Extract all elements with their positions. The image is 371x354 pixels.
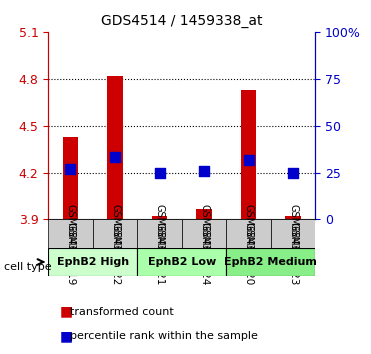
Text: GSM684322: GSM684322 — [110, 204, 120, 263]
Text: percentile rank within the sample: percentile rank within the sample — [70, 331, 258, 341]
Title: GDS4514 / 1459338_at: GDS4514 / 1459338_at — [101, 14, 263, 28]
Text: GSM684324: GSM684324 — [199, 222, 209, 286]
FancyBboxPatch shape — [137, 219, 182, 248]
Point — [68, 167, 73, 172]
Text: EphB2 Low: EphB2 Low — [148, 257, 216, 267]
Text: GSM684320: GSM684320 — [244, 204, 253, 263]
Text: transformed count: transformed count — [70, 307, 174, 316]
FancyBboxPatch shape — [93, 219, 137, 248]
Text: GSM684321: GSM684321 — [155, 204, 164, 263]
Text: GSM684319: GSM684319 — [66, 222, 75, 286]
Point — [246, 157, 252, 163]
FancyBboxPatch shape — [48, 248, 137, 276]
FancyBboxPatch shape — [226, 219, 271, 248]
Point — [157, 170, 162, 176]
Text: GSM684319: GSM684319 — [66, 204, 75, 263]
Point — [290, 170, 296, 176]
Text: ■: ■ — [59, 304, 72, 319]
Text: GSM684324: GSM684324 — [199, 204, 209, 263]
Bar — [63, 137, 78, 219]
FancyBboxPatch shape — [48, 219, 93, 248]
Point — [201, 168, 207, 174]
FancyBboxPatch shape — [182, 219, 226, 248]
Text: cell type: cell type — [4, 262, 51, 272]
Bar — [196, 209, 212, 219]
FancyBboxPatch shape — [226, 248, 315, 276]
Bar — [152, 216, 167, 219]
FancyBboxPatch shape — [271, 219, 315, 248]
Bar — [107, 76, 123, 219]
Text: GSM684323: GSM684323 — [288, 222, 298, 286]
Bar — [241, 90, 256, 219]
FancyBboxPatch shape — [137, 248, 226, 276]
Text: GSM684321: GSM684321 — [155, 222, 164, 286]
Text: ■: ■ — [59, 329, 72, 343]
Text: GSM684320: GSM684320 — [244, 222, 253, 286]
Text: EphB2 Medium: EphB2 Medium — [224, 257, 317, 267]
Text: EphB2 High: EphB2 High — [57, 257, 129, 267]
Text: GSM684322: GSM684322 — [110, 222, 120, 286]
Point — [112, 154, 118, 160]
Text: GSM684323: GSM684323 — [288, 204, 298, 263]
Bar — [285, 216, 301, 219]
